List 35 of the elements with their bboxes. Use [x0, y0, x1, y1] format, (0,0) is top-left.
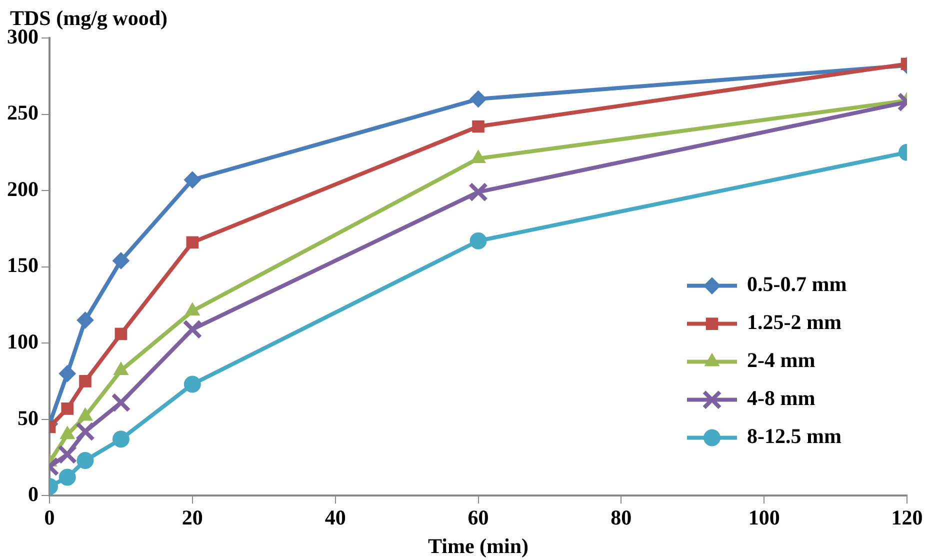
point — [58, 444, 78, 464]
legend-label: 4-8 mm — [747, 386, 816, 410]
point — [184, 171, 201, 188]
point — [182, 320, 202, 340]
x-axis-title: Time (min) — [428, 534, 529, 558]
point — [186, 236, 199, 249]
legend-label: 2-4 mm — [747, 348, 816, 372]
point — [184, 376, 201, 393]
x-tick-label: 100 — [748, 506, 780, 530]
point — [79, 375, 92, 388]
y-tick-label: 250 — [7, 100, 38, 125]
point — [61, 402, 74, 415]
y-tick-label: 50 — [18, 406, 38, 430]
point — [114, 328, 128, 340]
point — [75, 422, 96, 442]
point — [112, 252, 130, 270]
point — [112, 430, 130, 448]
y-tick-label: 150 — [7, 253, 38, 278]
point — [58, 365, 76, 382]
x-tick-label: 0 — [44, 506, 55, 530]
x-tick-label: 80 — [610, 506, 632, 530]
point — [111, 392, 131, 412]
point — [58, 468, 76, 486]
y-tick-label: 0 — [28, 482, 38, 506]
y-tick-label: 100 — [7, 329, 38, 354]
legend-label: 8-12.5 mm — [747, 424, 842, 448]
point — [76, 452, 94, 470]
x-tick-label: 60 — [468, 506, 489, 530]
x-tick-label: 40 — [324, 506, 346, 530]
legend-label: 0.5-0.7 mm — [747, 272, 848, 296]
point — [76, 312, 94, 329]
y-tick-label: 200 — [7, 176, 38, 201]
x-tick-label: 120 — [891, 506, 923, 530]
x-tick-label: 20 — [182, 506, 203, 530]
legend-label: 1.25-2 mm — [747, 310, 842, 334]
